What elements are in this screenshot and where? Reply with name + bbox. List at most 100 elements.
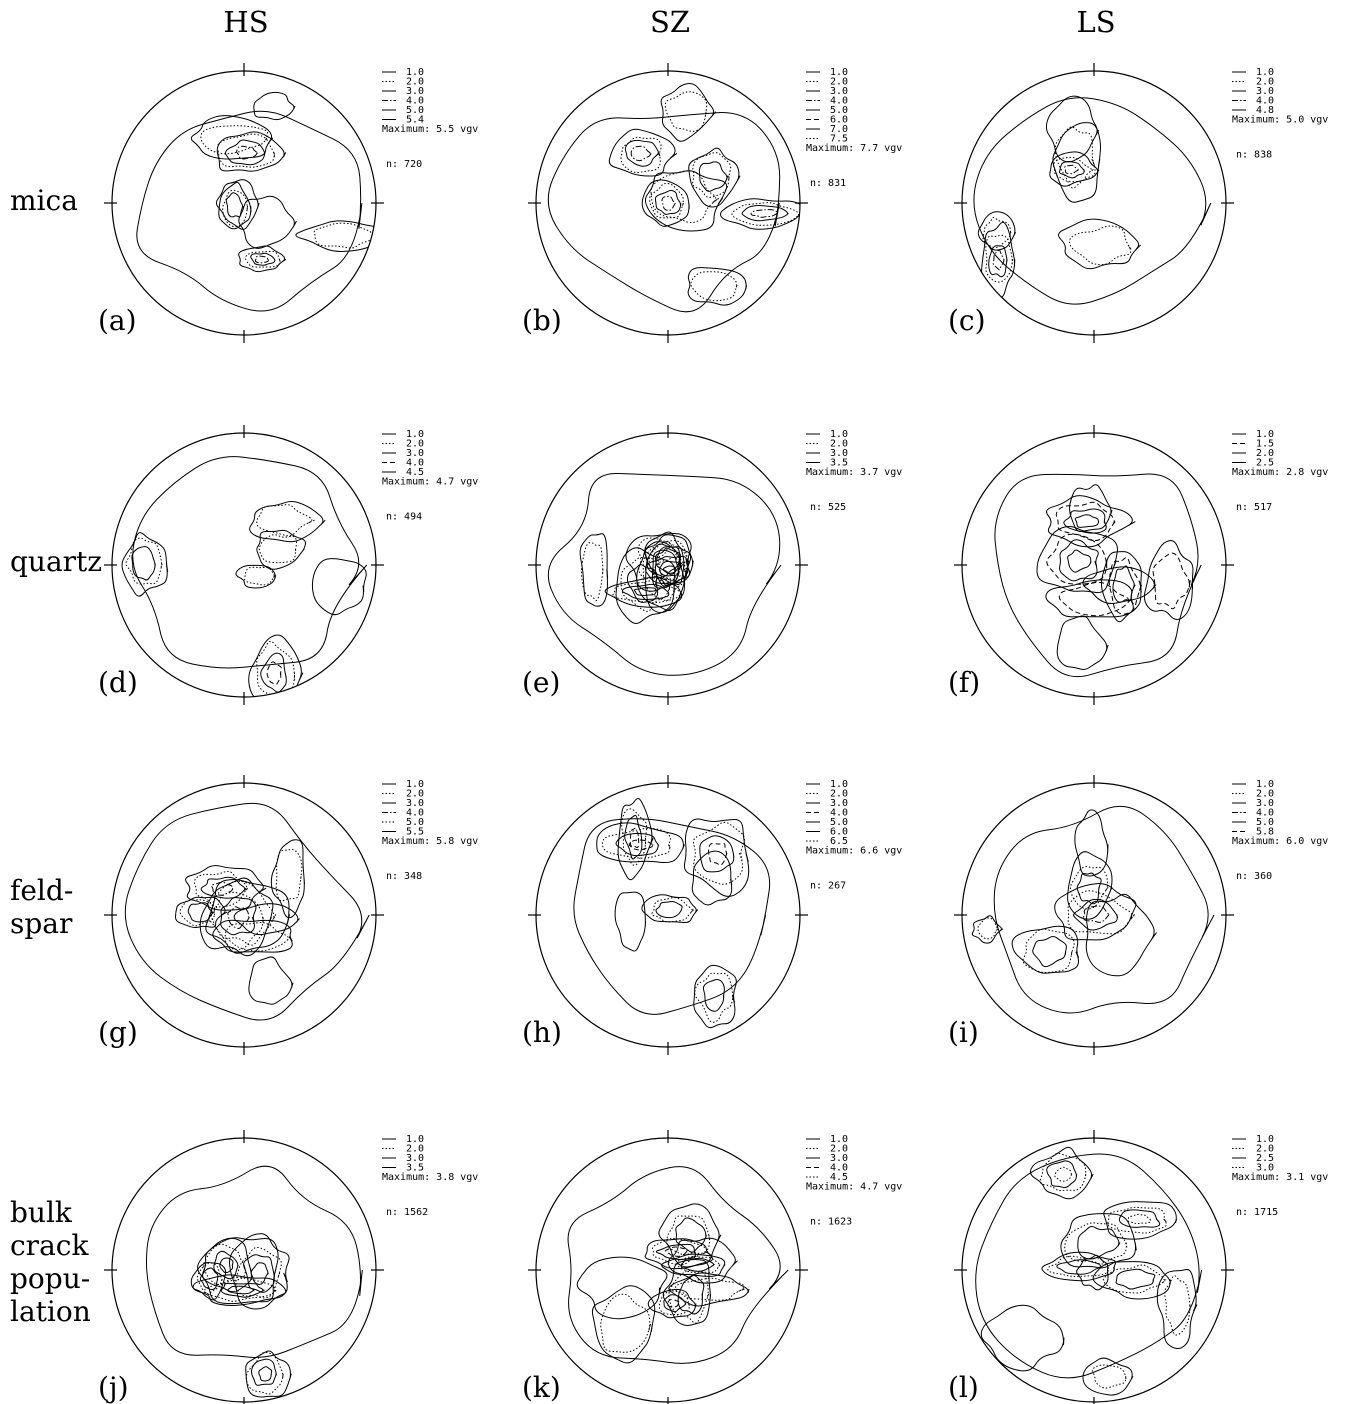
contour-line	[699, 835, 735, 873]
contour-line	[174, 896, 228, 928]
legend-level: 2.0	[406, 789, 424, 800]
contour-line	[1156, 1268, 1198, 1350]
contour-line	[581, 542, 604, 601]
contour-line	[674, 1277, 745, 1301]
legend-level: 4.0	[830, 1163, 848, 1174]
contour-line	[666, 1298, 680, 1308]
legend-level: 3.0	[830, 448, 848, 459]
stereonet-circle	[111, 432, 377, 698]
legend-level: 7.5	[830, 134, 848, 145]
contour-line	[212, 919, 293, 953]
legend-level: 4.0	[406, 458, 424, 469]
contour-line	[200, 125, 269, 155]
legend-sample-count: n: 1562	[386, 1207, 428, 1218]
legend-maximum: Maximum: 6.6 vgv	[806, 846, 902, 857]
contour-line	[256, 640, 296, 697]
legend-level: 1.0	[830, 67, 848, 78]
contour-line	[1074, 809, 1109, 877]
row-label: bulk	[10, 1196, 73, 1229]
density-contours	[971, 805, 1215, 1014]
contour-line	[1059, 161, 1085, 179]
contour-line	[224, 922, 291, 952]
contour-line	[219, 1257, 234, 1274]
density-contours	[567, 1166, 789, 1364]
contour-line	[664, 1246, 688, 1257]
contour-line	[1052, 122, 1101, 203]
contour-line	[1039, 1152, 1087, 1192]
legend-level: 5.0	[830, 817, 848, 828]
contour-line	[981, 221, 1016, 299]
contour-line	[1127, 1213, 1152, 1225]
legend-level: 2.0	[830, 77, 848, 88]
contour-line	[248, 956, 294, 1005]
contour-line	[654, 546, 685, 587]
contour-line	[1053, 156, 1094, 183]
contour-line	[1118, 1209, 1161, 1228]
panel-letter: (h)	[522, 1016, 562, 1049]
legend-level: 4.0	[1256, 808, 1274, 819]
legend-level: 4.5	[830, 1172, 848, 1183]
panel-letter: (e)	[522, 666, 560, 699]
contour-line	[1064, 1222, 1128, 1265]
contour-line	[658, 1290, 690, 1316]
legend-level: 2.0	[1256, 1144, 1274, 1155]
contour-line	[1047, 1255, 1110, 1277]
contour-line	[649, 182, 684, 219]
legend-level: 5.8	[1256, 827, 1274, 838]
contour-line	[245, 1351, 284, 1395]
contour-line	[630, 145, 652, 162]
legend-sample-count: n: 1623	[810, 1217, 852, 1228]
contour-line	[1055, 501, 1116, 542]
legend-level: 1.0	[406, 779, 424, 790]
contour-line	[190, 115, 274, 160]
panel-letter: (j)	[98, 1371, 129, 1404]
legend-level: 5.0	[1256, 817, 1274, 828]
legend-level: 4.5	[406, 467, 424, 478]
contour-line	[591, 1285, 656, 1364]
contour-line	[1067, 549, 1092, 573]
contour-line	[199, 1267, 219, 1291]
legend-level: 3.5	[830, 458, 848, 469]
legend-level: 2.0	[1256, 448, 1274, 459]
contour-line	[693, 964, 737, 1029]
legend-level: 4.0	[406, 96, 424, 107]
density-contours	[124, 802, 370, 1021]
contour-line	[628, 839, 654, 851]
panel-letter: (f)	[948, 666, 980, 699]
contour-line	[220, 896, 257, 936]
contour-line	[633, 587, 657, 596]
density-contours	[573, 797, 771, 1029]
legend-level: 5.0	[830, 105, 848, 116]
contour-line	[677, 1275, 705, 1315]
contour-line	[243, 566, 276, 586]
legend-level: 1.0	[830, 779, 848, 790]
contour-line	[197, 1237, 279, 1305]
contour-line	[680, 1257, 715, 1272]
contour-line	[245, 1350, 292, 1398]
density-contours	[973, 95, 1212, 305]
legend-maximum: Maximum: 5.5 vgv	[382, 124, 478, 135]
contour-line	[1103, 1264, 1166, 1294]
contour-line	[1143, 540, 1194, 621]
contour-line	[250, 252, 276, 266]
contour-line	[258, 1366, 273, 1382]
legend-level: 2.5	[1256, 458, 1274, 469]
contour-line	[256, 529, 307, 570]
legend-level: 3.0	[830, 1153, 848, 1164]
legend-level: 3.0	[1256, 1163, 1274, 1174]
contour-line	[579, 533, 609, 607]
legend-maximum: Maximum: 4.7 vgv	[382, 477, 478, 488]
contour-line	[260, 652, 287, 693]
